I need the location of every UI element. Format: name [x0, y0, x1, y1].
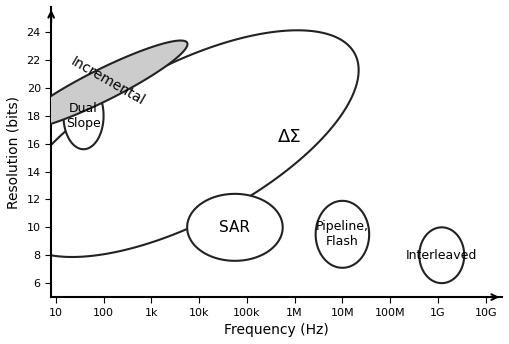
Polygon shape — [11, 30, 359, 257]
X-axis label: Frequency (Hz): Frequency (Hz) — [224, 323, 329, 337]
Polygon shape — [316, 201, 369, 268]
Polygon shape — [64, 82, 103, 149]
Text: ΔΣ: ΔΣ — [278, 128, 302, 146]
Text: SAR: SAR — [219, 220, 250, 235]
Polygon shape — [187, 194, 282, 261]
Y-axis label: Resolution (bits): Resolution (bits) — [7, 96, 21, 208]
Text: Pipeline,
Flash: Pipeline, Flash — [316, 220, 369, 248]
Text: Dual
Slope: Dual Slope — [66, 102, 101, 130]
Polygon shape — [18, 41, 187, 130]
Text: Interleaved: Interleaved — [406, 249, 477, 262]
Text: Incremental: Incremental — [68, 54, 147, 108]
Polygon shape — [419, 227, 464, 283]
